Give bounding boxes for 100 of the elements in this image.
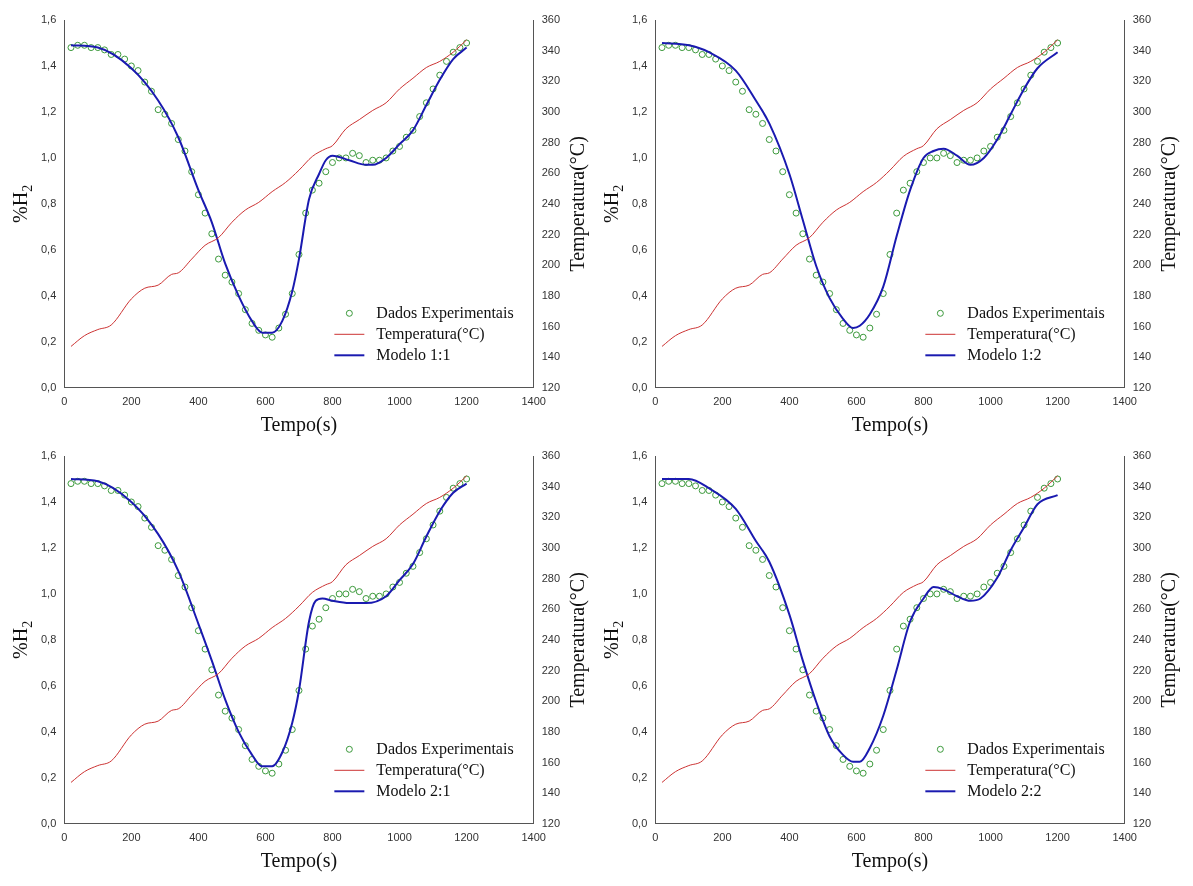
point	[993, 133, 1001, 141]
point	[201, 209, 209, 217]
point	[402, 133, 410, 141]
point	[745, 106, 753, 114]
point	[926, 590, 934, 598]
point	[295, 250, 303, 258]
y-tick-label: 0,8	[631, 632, 648, 645]
x-axis-title: Tempo(s)	[851, 849, 929, 873]
y2-tick-label: 200	[1132, 258, 1152, 271]
point	[308, 622, 316, 630]
point	[886, 686, 894, 694]
point	[67, 480, 75, 488]
x-tick-label: 1000	[387, 831, 412, 844]
point	[725, 67, 733, 75]
point	[302, 645, 310, 653]
point	[678, 44, 686, 52]
point	[1054, 39, 1062, 47]
point	[275, 760, 283, 768]
point	[940, 585, 948, 593]
point	[759, 119, 767, 127]
point	[74, 41, 82, 49]
point	[322, 604, 330, 612]
x-tick-label: 1200	[454, 395, 479, 408]
point	[362, 595, 370, 603]
y2-tick-label: 200	[541, 694, 561, 707]
point	[973, 590, 981, 598]
point	[718, 62, 726, 70]
point	[107, 486, 115, 494]
point	[859, 769, 867, 777]
point	[154, 542, 162, 550]
y2-tick-label: 260	[1132, 166, 1152, 179]
point	[671, 477, 679, 485]
point	[940, 149, 948, 157]
point	[826, 290, 834, 298]
y2-tick-label: 360	[1132, 449, 1152, 462]
point	[456, 44, 464, 52]
y2-tick-label: 220	[1132, 227, 1152, 240]
point	[913, 168, 921, 176]
point	[181, 583, 189, 591]
point	[658, 44, 666, 52]
legend-label: Modelo 1:1	[376, 345, 451, 363]
point	[658, 480, 666, 488]
point	[1047, 44, 1055, 52]
point	[712, 55, 720, 63]
point	[74, 477, 82, 485]
point	[899, 186, 907, 194]
y2-tick-label: 220	[541, 663, 561, 676]
point	[174, 572, 182, 580]
point	[839, 755, 847, 763]
y2-tick-label: 300	[541, 540, 561, 553]
point	[745, 542, 753, 550]
y2-tick-label: 260	[1132, 602, 1152, 615]
legend-label: Temperatura(°C)	[967, 324, 1076, 343]
point	[1000, 562, 1008, 570]
y-tick-label: 0,8	[631, 196, 648, 209]
y2-tick-label: 320	[541, 510, 561, 523]
point	[946, 152, 954, 160]
point	[463, 39, 471, 47]
point	[886, 250, 894, 258]
point	[355, 152, 363, 160]
point	[1047, 480, 1055, 488]
point	[295, 686, 303, 694]
point	[389, 147, 397, 155]
point	[121, 55, 129, 63]
point	[993, 569, 1001, 577]
y2-tick-label: 200	[1132, 694, 1152, 707]
point	[382, 590, 390, 598]
point	[671, 41, 679, 49]
y-tick-label: 1,2	[40, 540, 57, 553]
point	[852, 767, 860, 775]
x-tick-label: 1000	[387, 395, 412, 408]
point	[879, 726, 887, 734]
point	[322, 168, 330, 176]
point	[926, 154, 934, 162]
y2-tick-label: 180	[1132, 724, 1152, 737]
y-tick-label: 1,6	[40, 449, 57, 462]
y2-tick-label: 280	[541, 571, 561, 584]
point	[1000, 126, 1008, 134]
point	[698, 486, 706, 494]
y-tick-label: 1,2	[40, 104, 57, 117]
point	[698, 50, 706, 58]
point	[141, 514, 149, 522]
x-tick-label: 800	[323, 831, 342, 844]
y-tick-label: 0,4	[40, 724, 57, 737]
y2-tick-label: 340	[541, 43, 561, 56]
y2-tick-label: 360	[541, 449, 561, 462]
point	[288, 726, 296, 734]
point	[685, 480, 693, 488]
y2-tick-label: 240	[541, 196, 561, 209]
point	[866, 760, 874, 768]
point	[255, 326, 263, 334]
y-axis-title: %H2	[9, 184, 35, 223]
x-tick-label: 1000	[978, 831, 1003, 844]
point	[342, 590, 350, 598]
x-tick-label: 1200	[1045, 395, 1070, 408]
point	[67, 44, 75, 52]
point	[362, 159, 370, 167]
point	[826, 726, 834, 734]
y2-tick-label: 300	[1132, 540, 1152, 553]
y-tick-label: 1,0	[40, 150, 57, 163]
